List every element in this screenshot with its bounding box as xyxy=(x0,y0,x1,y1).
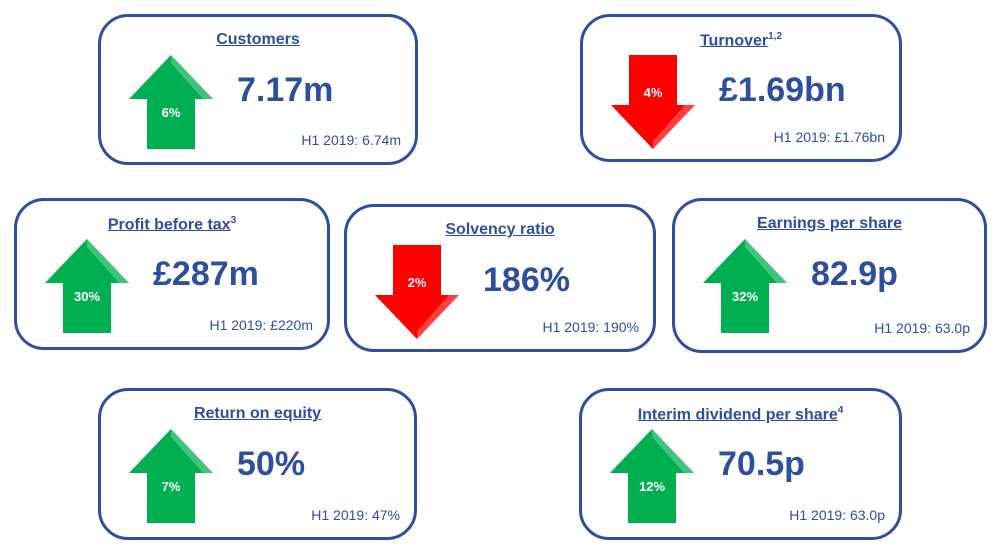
arrow-down-icon: 4% xyxy=(611,55,695,149)
footnote-marker: 3 xyxy=(230,215,237,226)
kpi-title: Solvency ratio xyxy=(347,221,653,239)
kpi-card-earnings-per-share: Earnings per share 32% 82.9p H1 2019: 63… xyxy=(672,198,987,353)
arrow-down-icon: 2% xyxy=(375,245,459,339)
kpi-title-text: Interim dividend per share xyxy=(637,406,838,424)
kpi-title-text: Solvency ratio xyxy=(445,221,555,238)
kpi-card-return-on-equity: Return on equity 7% 50% H1 2019: 47% xyxy=(98,388,417,540)
kpi-title: Interim dividend per share4 xyxy=(582,405,899,424)
prior-period-value: H1 2019: £1.76bn xyxy=(773,129,885,145)
footnote-marker: 4 xyxy=(837,405,844,416)
arrow-up-icon: 12% xyxy=(610,429,694,523)
kpi-title: Profit before tax3 xyxy=(17,215,327,234)
kpi-value: 70.5p xyxy=(718,445,805,483)
prior-period-value: H1 2019: 63.0p xyxy=(789,507,885,523)
change-percent: 4% xyxy=(643,85,663,100)
arrow-up-icon: 32% xyxy=(703,239,787,333)
arrow-up-icon: 30% xyxy=(45,239,129,333)
kpi-title-text: Customers xyxy=(216,31,300,48)
kpi-value: 7.17m xyxy=(237,71,334,109)
kpi-title-text: Earnings per share xyxy=(757,215,902,232)
kpi-card-solvency-ratio: Solvency ratio 2% 186% H1 2019: 190% xyxy=(344,204,656,352)
kpi-title: Turnover1,2 xyxy=(583,31,899,50)
prior-period-value: H1 2019: 6.74m xyxy=(301,132,401,148)
kpi-title-text: Turnover xyxy=(699,32,769,50)
change-percent: 6% xyxy=(161,105,181,120)
kpi-value: 82.9p xyxy=(811,255,898,293)
change-percent: 12% xyxy=(638,479,666,494)
kpi-value: 50% xyxy=(237,445,306,483)
prior-period-value: H1 2019: 190% xyxy=(542,319,639,335)
change-percent: 30% xyxy=(73,289,101,304)
kpi-title-text: Profit before tax xyxy=(107,216,231,234)
kpi-title: Return on equity xyxy=(101,405,414,423)
kpi-title: Customers xyxy=(101,31,415,49)
kpi-card-profit-before-tax: Profit before tax3 30% £287m H1 2019: £2… xyxy=(14,198,330,350)
prior-period-value: H1 2019: 47% xyxy=(311,507,400,523)
kpi-value: 186% xyxy=(483,261,570,299)
prior-period-value: H1 2019: £220m xyxy=(209,317,313,333)
kpi-card-customers: Customers 6% 7.17m H1 2019: 6.74m xyxy=(98,14,418,165)
kpi-card-interim-dividend-per-share: Interim dividend per share4 12% 70.5p H1… xyxy=(579,388,902,540)
change-percent: 32% xyxy=(731,289,759,304)
arrow-up-icon: 7% xyxy=(129,429,213,523)
prior-period-value: H1 2019: 63.0p xyxy=(874,320,970,336)
kpi-value: £287m xyxy=(153,255,259,293)
footnote-marker: 1,2 xyxy=(768,31,783,42)
change-percent: 7% xyxy=(161,479,181,494)
kpi-value: £1.69bn xyxy=(719,71,846,109)
arrow-up-icon: 6% xyxy=(129,55,213,149)
change-percent: 2% xyxy=(407,275,427,290)
kpi-card-turnover: Turnover1,2 4% £1.69bn H1 2019: £1.76bn xyxy=(580,14,902,162)
kpi-title: Earnings per share xyxy=(675,215,984,233)
kpi-title-text: Return on equity xyxy=(193,405,322,422)
